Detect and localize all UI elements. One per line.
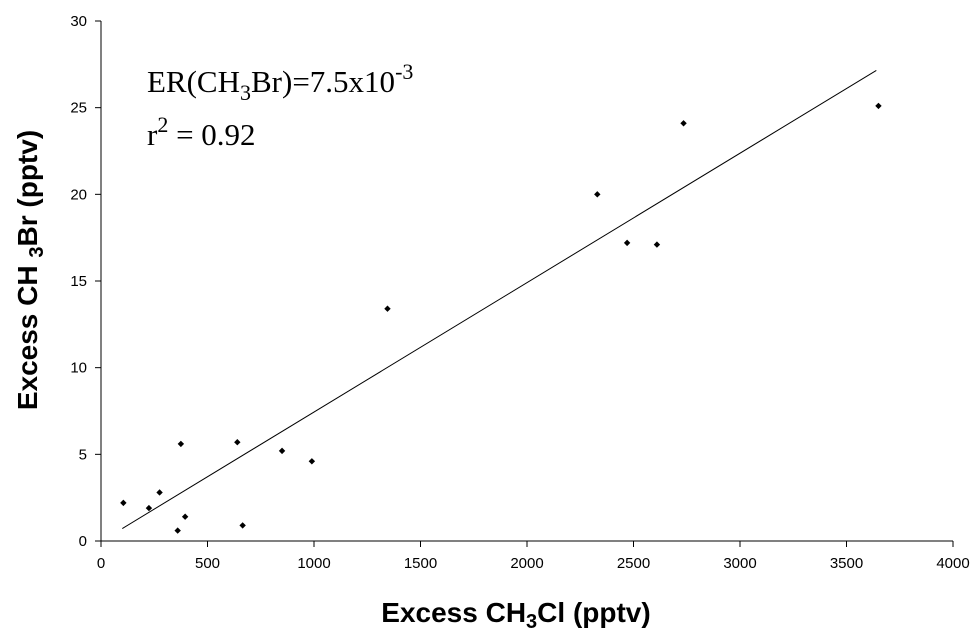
x-tick-label: 3500 (830, 555, 863, 572)
annotation-emission-ratio: ER(CH3Br)=7.5x10-3 (147, 59, 413, 105)
x-tick-label: 1500 (404, 555, 437, 572)
data-point (308, 458, 316, 465)
y-tick-label: 10 (70, 360, 87, 377)
data-point (594, 191, 601, 198)
data-point (177, 440, 185, 448)
data-point (875, 102, 882, 110)
x-axis-title: Excess CH3Cl (pptv) (381, 597, 650, 629)
x-tick-label: 0 (97, 555, 105, 572)
x-tick-label: 2000 (510, 555, 543, 572)
data-point (239, 522, 246, 529)
x-tick-label: 500 (195, 555, 220, 572)
x-tick-label: 3000 (723, 555, 756, 572)
data-point (623, 239, 631, 247)
data-point (181, 513, 189, 520)
data-point (680, 120, 687, 127)
y-axis-title: Excess CH 3Br (pptv) (12, 130, 48, 410)
annotation-r-squared: r2 = 0.92 (147, 112, 256, 152)
y-tick-label: 20 (70, 186, 87, 203)
data-point (120, 499, 127, 507)
x-tick-label: 2500 (617, 555, 650, 572)
x-tick-label: 1000 (297, 555, 330, 572)
data-point (278, 447, 286, 455)
data-point (653, 241, 661, 248)
x-tick-label: 4000 (936, 555, 969, 572)
y-tick-label: 15 (70, 273, 87, 290)
data-point (384, 305, 391, 312)
regression-line (122, 69, 877, 529)
y-tick-label: 25 (70, 100, 87, 117)
plot-area: 0 5 10 15 20 25 30 0 500 1000 1500 2000 2500 3000 3500… (70, 13, 969, 572)
data-point (174, 527, 181, 534)
y-tick-label: 30 (70, 13, 87, 30)
data-point (145, 504, 153, 512)
y-tick-label: 5 (79, 446, 87, 463)
y-tick-label: 0 (79, 533, 87, 550)
data-point (156, 489, 163, 496)
data-point (234, 439, 241, 446)
